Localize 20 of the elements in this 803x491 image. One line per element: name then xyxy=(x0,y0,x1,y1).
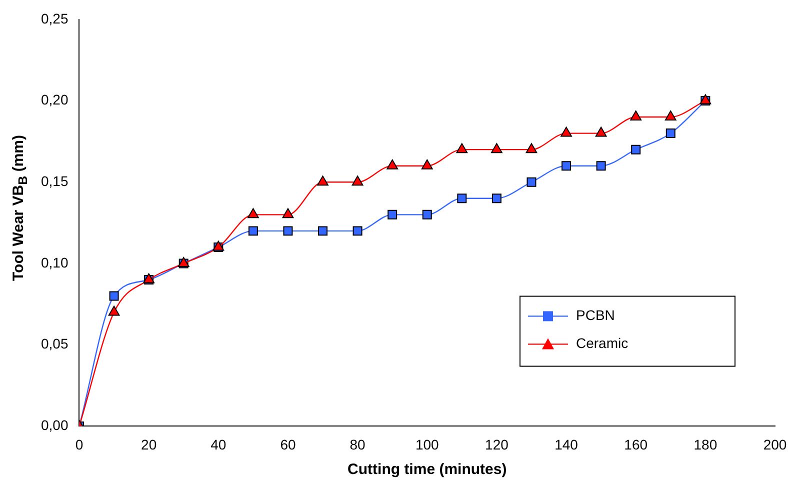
legend-label: Ceramic xyxy=(576,335,628,352)
x-tick-label: 200 xyxy=(763,436,787,452)
y-tick-label: 0,10 xyxy=(41,254,68,270)
x-tick-label: 40 xyxy=(210,436,226,452)
x-tick-label: 0 xyxy=(75,436,84,452)
y-tick-label: 0,25 xyxy=(41,10,68,26)
x-tick-label: 180 xyxy=(694,436,718,452)
x-tick-label: 140 xyxy=(554,436,578,452)
y-tick-label: 0,20 xyxy=(41,92,68,108)
x-tick-label: 100 xyxy=(415,436,440,452)
y-tick-label: 0,15 xyxy=(41,172,68,189)
x-tick-label: 120 xyxy=(485,436,509,452)
y-tick-label: 0,05 xyxy=(41,336,68,352)
x-tick-label: 60 xyxy=(280,436,296,452)
x-tick-label: 160 xyxy=(624,436,648,452)
x-tick-label: 80 xyxy=(350,436,366,452)
legend-label: PCBN xyxy=(576,307,615,324)
x-tick-label: 20 xyxy=(141,436,157,452)
y-tick-label: 0,00 xyxy=(41,417,68,434)
x-axis-title: Cutting time (minutes) xyxy=(348,461,507,478)
